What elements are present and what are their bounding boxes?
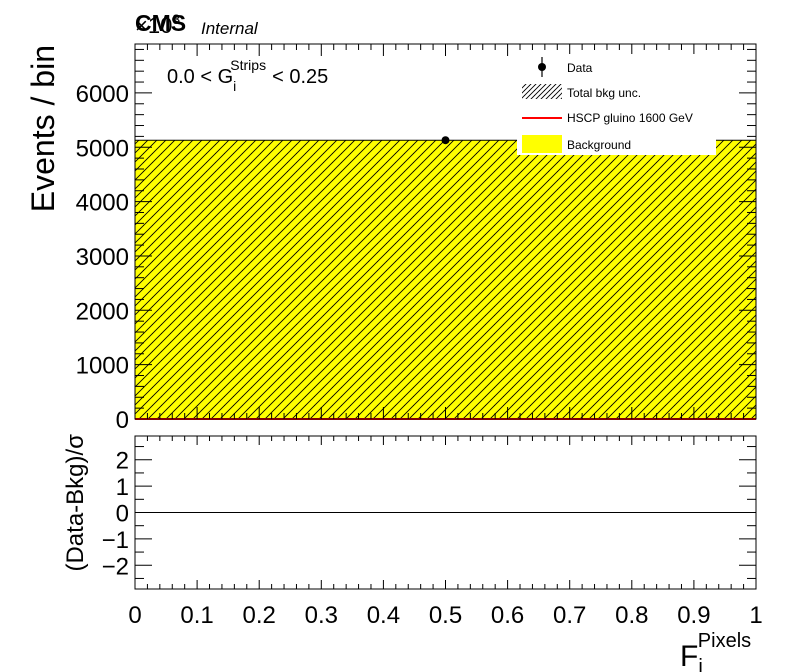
main-y-tick-label: 2000 — [76, 298, 129, 325]
main-y-axis: 0 1000 2000 3000 4000 5000 6000 — [76, 48, 756, 434]
ratio-y-tick-label: −2 — [102, 553, 129, 580]
ratio-y-tick-label: 1 — [116, 474, 129, 501]
cms-label: CMS — [135, 10, 186, 36]
main-panel: 0 1000 2000 3000 4000 5000 6000 Data Total bkg… — [25, 10, 757, 434]
legend-background-label: Background — [567, 138, 631, 152]
ratio-y-axis-title: (Data-Bkg)/σ — [62, 434, 89, 572]
x-tick-label: 0.5 — [429, 602, 462, 629]
legend-data-marker — [538, 63, 546, 71]
ratio-x-axis: 0 0.1 0.2 0.3 0.4 0.5 0.6 0.7 0.8 0.9 1 — [128, 436, 763, 629]
legend-unc-label: Total bkg unc. — [567, 86, 641, 100]
x-tick-label: 0.3 — [305, 602, 338, 629]
x-tick-label: 0.7 — [553, 602, 586, 629]
internal-label: Internal — [201, 19, 259, 38]
x-tick-label: 0 — [128, 602, 141, 629]
main-y-tick-label: 3000 — [76, 244, 129, 271]
x-tick-label: 0.9 — [677, 602, 710, 629]
main-plot-frame — [134, 43, 757, 420]
data-point — [441, 136, 450, 145]
ratio-y-tick-label: −1 — [102, 527, 129, 554]
legend-background-swatch — [522, 135, 562, 153]
main-y-axis-title: Events / bin — [25, 45, 61, 212]
main-y-tick-label: 1000 — [76, 353, 129, 380]
exponent-label: ×103 — [135, 11, 180, 38]
x-tick-label: 1 — [749, 602, 762, 629]
ratio-y-tick-label: 2 — [116, 448, 129, 475]
legend-unc-swatch — [522, 84, 562, 99]
x-axis-title: FiPixels — [680, 630, 751, 672]
total-bkg-uncertainty-band — [135, 140, 756, 419]
x-tick-label: 0.8 — [615, 602, 648, 629]
legend-signal-label: HSCP gluino 1600 GeV — [567, 111, 693, 125]
main-y-tick-label: 6000 — [76, 81, 129, 108]
selection-label: 0.0 < GiStrips< 0.25 — [167, 57, 328, 94]
ratio-y-tick-label: 0 — [116, 501, 129, 528]
x-tick-label: 0.6 — [491, 602, 524, 629]
ratio-plot-frame — [134, 435, 757, 590]
main-y-tick-label: 4000 — [76, 190, 129, 217]
legend-data-label: Data — [567, 61, 593, 75]
main-y-tick-label: 5000 — [76, 135, 129, 162]
x-tick-label: 0.1 — [180, 602, 213, 629]
main-y-tick-label: 0 — [116, 407, 129, 434]
x-tick-label: 0.2 — [243, 602, 276, 629]
x-tick-label: 0.4 — [367, 602, 400, 629]
legend: Data Total bkg unc. HSCP gluino 1600 GeV… — [517, 54, 716, 155]
